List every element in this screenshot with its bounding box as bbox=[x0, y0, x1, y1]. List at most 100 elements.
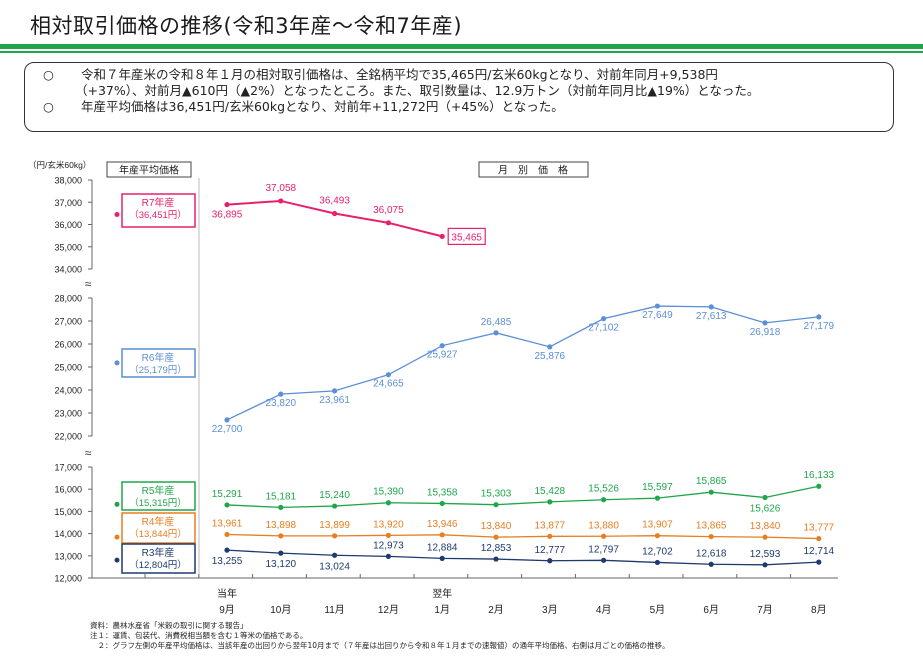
summary-line: （+37%）、対前月▲610円（▲2%）となったところ。また、取引数量は、12.… bbox=[75, 83, 760, 98]
data-label: 13,255 bbox=[212, 556, 243, 567]
data-point bbox=[816, 535, 822, 542]
data-label: 13,120 bbox=[266, 559, 297, 570]
axis-break-icon: ≈ bbox=[85, 277, 92, 291]
data-label: 27,102 bbox=[588, 323, 619, 334]
y-tick-label: 23,000 bbox=[54, 409, 82, 419]
x-tick-label: 3月 bbox=[542, 604, 558, 616]
data-label: 25,876 bbox=[535, 351, 566, 362]
series-label-box bbox=[121, 512, 196, 544]
data-label: 13,898 bbox=[266, 520, 297, 531]
data-label: 13,907 bbox=[642, 520, 673, 531]
data-label: 12,884 bbox=[427, 542, 458, 553]
data-point bbox=[439, 555, 445, 561]
data-point bbox=[332, 503, 338, 509]
left-panel-label: 年産平均価格 bbox=[119, 164, 179, 177]
data-point bbox=[332, 533, 338, 539]
y-tick-label: 15,000 bbox=[54, 507, 82, 517]
series-name: R4年産 bbox=[142, 515, 175, 528]
data-label: 15,240 bbox=[319, 490, 350, 501]
data-point bbox=[278, 550, 284, 556]
data-point bbox=[547, 499, 553, 505]
data-point bbox=[547, 533, 553, 539]
series-annual-average: （13,844円） bbox=[129, 528, 187, 540]
data-point bbox=[708, 533, 714, 540]
data-point bbox=[332, 388, 338, 394]
data-label: 15,526 bbox=[588, 484, 619, 495]
notes: 資料：農林水産省「米穀の取引に関する報告」 注１：運賃、包装代、消費税相当額を含… bbox=[90, 621, 669, 651]
summary-line: 令和７年産米の令和８年１月の相対取引価格は、全銘柄平均で35,465円/玄米60… bbox=[81, 67, 718, 82]
data-label: 36,493 bbox=[319, 196, 350, 207]
data-point bbox=[224, 547, 230, 553]
annual-average-point bbox=[114, 360, 120, 366]
y-tick-label: 22,000 bbox=[54, 432, 82, 442]
y-tick-label: 28,000 bbox=[54, 294, 82, 304]
data-label: 12,853 bbox=[481, 543, 512, 554]
data-point bbox=[762, 562, 768, 568]
data-label: 12,714 bbox=[804, 546, 835, 557]
data-label: 15,428 bbox=[535, 486, 566, 497]
y-tick-label: 36,000 bbox=[54, 220, 82, 230]
series-line bbox=[226, 305, 819, 421]
right-panel-label: 月 別 価 格 bbox=[498, 164, 568, 177]
series-line bbox=[226, 485, 819, 509]
data-label: 13,920 bbox=[373, 519, 404, 530]
series-line bbox=[226, 533, 819, 540]
data-label: 27,613 bbox=[696, 311, 727, 322]
series-name: R7年産 bbox=[142, 196, 175, 209]
x-tick-label: 6月 bbox=[703, 604, 719, 616]
data-label: 36,075 bbox=[373, 205, 404, 216]
y-tick-label: 35,000 bbox=[54, 242, 82, 252]
y-tick-label: 14,000 bbox=[54, 529, 82, 539]
x-tick-label: 4月 bbox=[596, 604, 612, 616]
data-point bbox=[493, 502, 499, 508]
x-tick-label: 8月 bbox=[811, 604, 827, 616]
data-point bbox=[547, 344, 553, 350]
data-label: 13,840 bbox=[750, 521, 781, 532]
data-point bbox=[385, 553, 391, 559]
data-label: 12,593 bbox=[750, 549, 781, 560]
bullet-icon: ○ bbox=[43, 99, 54, 114]
summary-box: ○ 令和７年産米の令和８年１月の相対取引価格は、全銘柄平均で35,465円/玄米… bbox=[24, 62, 894, 132]
series-annual-average: （15,315円） bbox=[129, 497, 187, 509]
data-point bbox=[654, 559, 661, 566]
data-label: 16,133 bbox=[804, 470, 835, 481]
y-tick-label: 27,000 bbox=[54, 317, 82, 327]
series-annual-average: （25,179円） bbox=[129, 364, 187, 376]
axis-break-icon: ≈ bbox=[85, 446, 92, 460]
y-tick-label: 26,000 bbox=[54, 340, 82, 350]
y-tick-label: 25,000 bbox=[54, 363, 82, 373]
series-annual-average: （36,451円） bbox=[129, 209, 187, 221]
data-label: 15,358 bbox=[427, 487, 458, 498]
y-tick-label: 38,000 bbox=[54, 176, 82, 186]
x-tick-label: 1月 bbox=[434, 604, 450, 616]
data-label: 27,179 bbox=[804, 321, 835, 332]
data-point bbox=[278, 504, 284, 510]
data-label: 13,899 bbox=[319, 520, 350, 531]
series-label-box bbox=[121, 348, 196, 378]
data-point bbox=[708, 304, 714, 310]
x-tick-label: 12月 bbox=[378, 604, 399, 616]
data-label: 27,649 bbox=[642, 310, 673, 321]
data-label: 15,865 bbox=[696, 476, 727, 487]
summary-item: ○ 令和７年産米の令和８年１月の相対取引価格は、全銘柄平均で35,465円/玄米… bbox=[43, 67, 883, 99]
y-tick-label: 13,000 bbox=[54, 551, 82, 561]
data-point bbox=[547, 558, 553, 564]
title-underline-thin bbox=[0, 51, 923, 53]
data-point bbox=[439, 500, 445, 507]
data-point bbox=[439, 532, 445, 538]
right-panel-label-box bbox=[478, 161, 589, 178]
title-underline bbox=[0, 44, 923, 49]
data-point bbox=[332, 210, 338, 217]
data-label: 25,927 bbox=[427, 350, 458, 361]
y-tick-label: 17,000 bbox=[54, 463, 82, 473]
y-axis-title: （円/玄米60kg） bbox=[28, 160, 91, 170]
data-point bbox=[762, 494, 768, 501]
data-point bbox=[385, 372, 391, 378]
data-point bbox=[708, 561, 714, 567]
data-label: 12,618 bbox=[696, 548, 727, 559]
annual-average-point bbox=[114, 534, 120, 540]
data-label: 13,865 bbox=[696, 521, 727, 532]
data-label: 13,880 bbox=[588, 520, 619, 531]
data-point bbox=[439, 233, 445, 240]
data-point bbox=[816, 483, 822, 489]
